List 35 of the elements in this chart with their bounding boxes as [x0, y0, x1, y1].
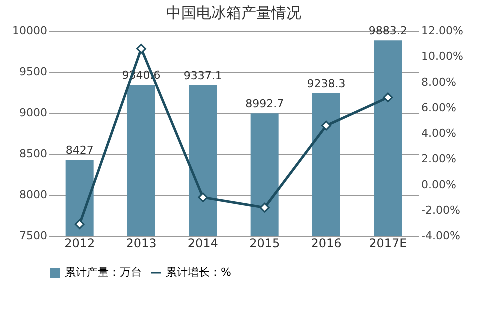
- y2-tick-label: -4.00%: [422, 230, 460, 242]
- y2-tick-label: 12.00%: [422, 24, 464, 38]
- data-label: 9238.3: [307, 77, 346, 90]
- y2-tick-label: 10.00%: [422, 50, 464, 64]
- y2-tick-label: 6.00%: [422, 101, 456, 114]
- y2-tick-label: 8.00%: [422, 76, 456, 89]
- y-tick-label: 7500: [20, 230, 48, 242]
- y2-tick-label: -2.00%: [422, 204, 460, 217]
- y2-tick-label: 4.00%: [422, 127, 456, 140]
- x-tick-label: 2013: [126, 236, 157, 250]
- y-tick-label: 10000: [12, 24, 48, 38]
- point: [74, 220, 85, 230]
- y-tick-label: 9000: [20, 106, 48, 120]
- data-label: 8992.7: [246, 98, 284, 111]
- data-label: 9883.2: [368, 24, 408, 38]
- data-label: 8427: [66, 144, 94, 157]
- x-tick-label: 2016: [311, 236, 342, 250]
- legend-label: 累计产量：万台: [65, 266, 142, 279]
- point: [136, 44, 146, 54]
- x-tick-label: 2014: [188, 236, 218, 250]
- point: [383, 92, 394, 103]
- point: [322, 120, 332, 131]
- y2-tick-label: 0.00%: [422, 178, 456, 192]
- chart-title: 中国电冰箱产量情况: [166, 4, 302, 22]
- point: [260, 202, 270, 213]
- y-tick-label: 8500: [20, 148, 48, 160]
- x-tick-label: 2012: [64, 236, 96, 250]
- legend-label: 累计增长：%: [166, 266, 232, 279]
- y-tick-label: 9500: [20, 66, 48, 78]
- y2-tick-label: 2.00%: [422, 152, 456, 166]
- y-tick-label: 8000: [20, 188, 48, 202]
- x-tick-label: 2017E: [369, 236, 408, 250]
- point: [198, 192, 208, 202]
- data-label: 9337.1: [184, 69, 222, 82]
- x-tick-label: 2015: [250, 236, 280, 250]
